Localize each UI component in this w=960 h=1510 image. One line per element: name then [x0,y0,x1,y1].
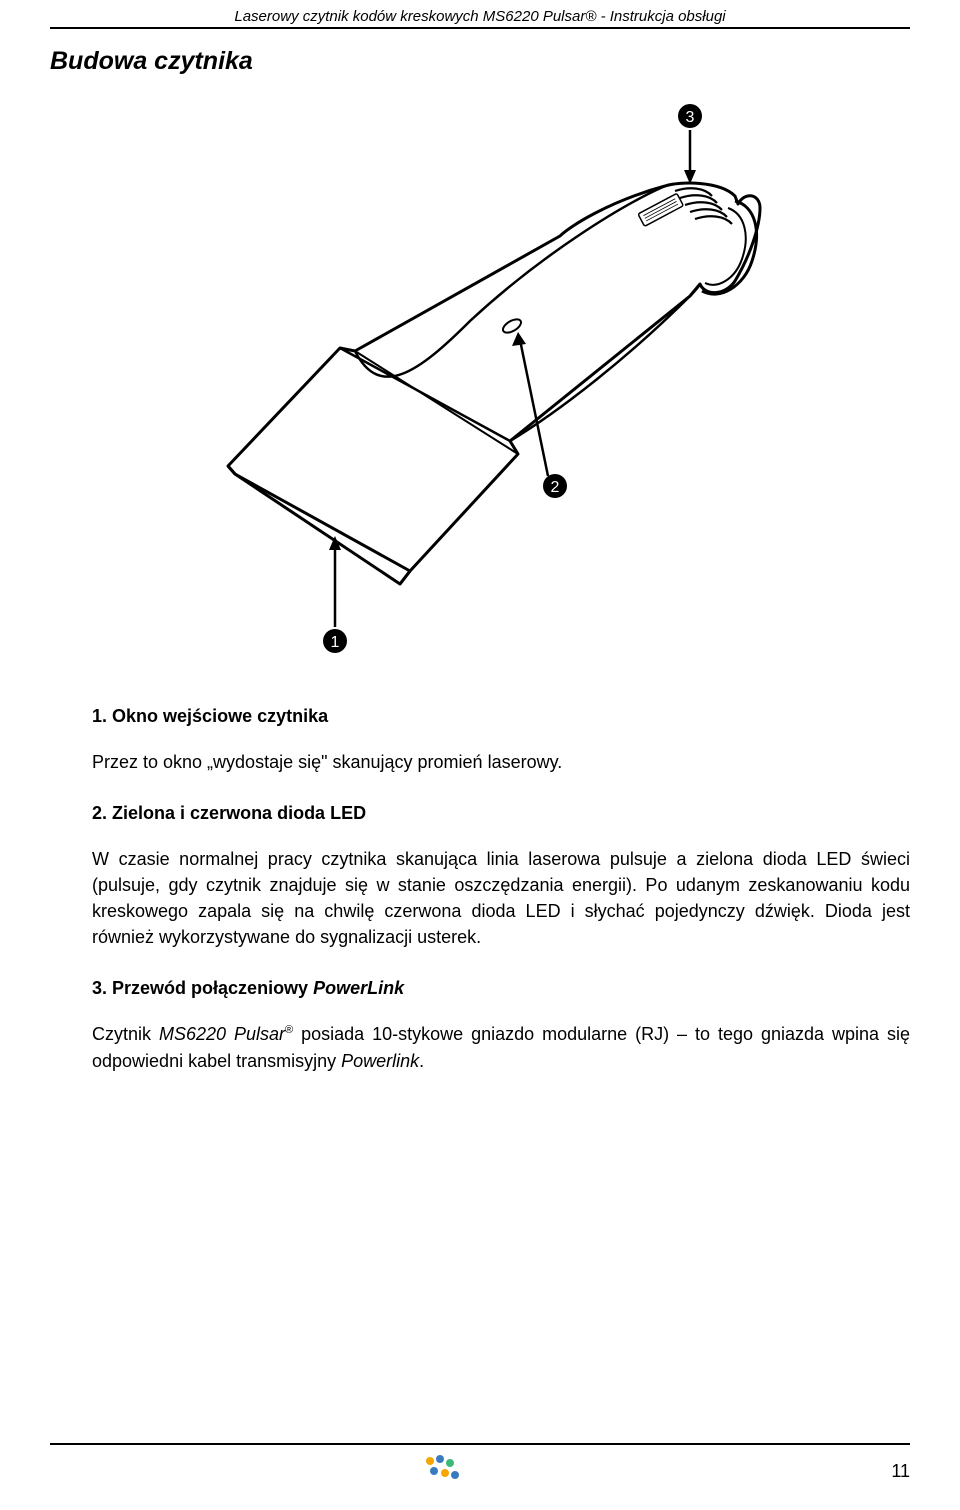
svg-text:1: 1 [331,634,340,651]
item-2-body: W czasie normalnej pracy czytnika skanuj… [50,846,910,950]
item-3-text: Przewód połączeniowy [112,978,313,998]
item-1-title: 1. Okno wejściowe czytnika [50,706,910,727]
section-title: Budowa czytnika [50,47,910,76]
item-1-text: Okno wejściowe czytnika [112,706,328,726]
item-1-num: 1. [92,706,107,726]
item-3-body: Czytnik MS6220 Pulsar® posiada 10-stykow… [50,1021,910,1073]
item-1-body: Przez to okno „wydostaje się" skanujący … [50,749,910,775]
item-2-num: 2. [92,803,107,823]
svg-text:3: 3 [686,109,695,126]
page-header: Laserowy czytnik kodów kreskowych MS6220… [50,8,910,25]
item-3-italic: PowerLink [313,978,404,998]
page-number: 11 [891,1461,910,1482]
footer-logo-icon [420,1453,464,1490]
item-3-title: 3. Przewód połączeniowy PowerLink [50,978,910,999]
page-footer: 11 [50,1443,910,1490]
header-rule [50,27,910,29]
item-2-text: Zielona i czerwona dioda LED [112,803,366,823]
item-3-num: 3. [92,978,107,998]
item-2-title: 2. Zielona i czerwona dioda LED [50,803,910,824]
svg-text:2: 2 [551,479,560,496]
footer-rule [50,1443,910,1445]
device-diagram: 3 [50,96,910,666]
